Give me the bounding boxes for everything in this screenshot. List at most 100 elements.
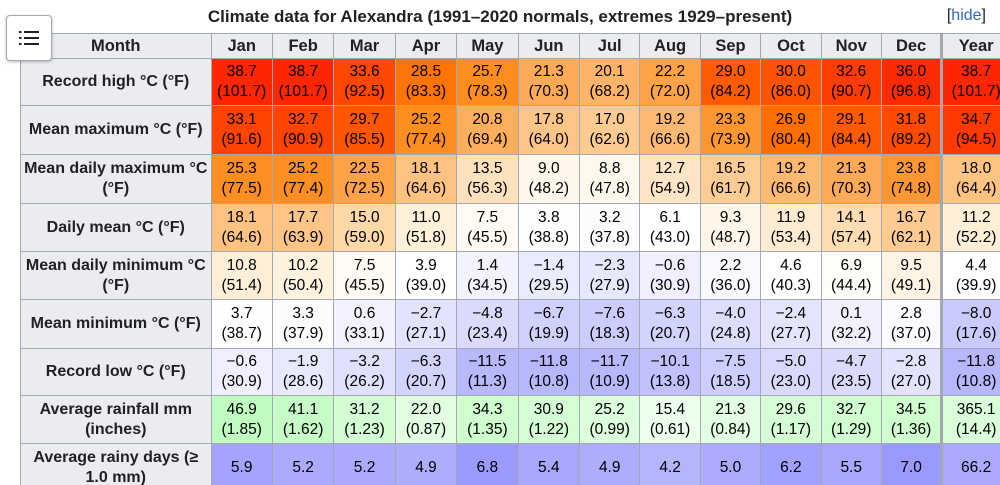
col-header-jun: Jun (517, 33, 581, 59)
table-cell: 18.0 (64.4) (940, 154, 1000, 204)
hide-link[interactable]: hide (951, 7, 982, 24)
toc-menu-button[interactable] (6, 15, 52, 61)
table-cell: 3.8 (38.8) (517, 203, 581, 252)
cell-secondary-value: (92.5) (344, 83, 385, 100)
cell-primary-value: 29.0 (715, 63, 746, 80)
cell-secondary-value: (90.9) (282, 131, 324, 148)
cell-primary-value: 365.1 (956, 400, 996, 418)
table-cell: 31.8 (89.2) (880, 105, 943, 155)
table-cell: 10.2 (50.4) (271, 251, 335, 300)
cell-secondary-value: (70.3) (528, 83, 570, 100)
table-cell: −1.4 (29.5) (517, 251, 581, 300)
cell-secondary-value: (1.23) (344, 420, 385, 438)
table-cell: 66.2 (940, 443, 1000, 485)
table-row: Mean daily maximum °C (°F) 25.3 (77.5) 25.2… (20, 154, 1000, 204)
table-cell: 17.7 (63.9) (271, 203, 335, 252)
table-cell: −6.3 (20.7) (394, 348, 458, 396)
row-label: Mean daily minimum °C (°F) (20, 251, 212, 300)
cell-secondary-value: (53.4) (770, 228, 812, 246)
table-cell: 0.1 (32.2) (820, 299, 882, 349)
hide-toggle[interactable]: [hide] (946, 7, 986, 24)
table-cell: 20.8 (69.4) (456, 105, 519, 155)
cell-primary-value: −6.3 (654, 305, 686, 322)
cell-primary-value: 25.7 (472, 63, 503, 80)
cell-secondary-value: (13.8) (649, 373, 691, 390)
cell-primary-value: 34.5 (896, 400, 927, 418)
cell-secondary-value: (66.6) (770, 180, 812, 197)
cell-primary-value: 14.1 (836, 208, 867, 226)
cell-secondary-value: (17.6) (955, 325, 997, 342)
table-cell: 28.5 (83.3) (394, 58, 458, 106)
cell-secondary-value: (1.36) (890, 420, 932, 438)
cell-secondary-value: (51.4) (221, 276, 262, 294)
cell-secondary-value: (72.0) (649, 83, 691, 100)
cell-primary-value: 10.8 (226, 256, 257, 274)
cell-secondary-value: (10.9) (589, 373, 630, 390)
cell-primary-value: −8.0 (960, 305, 992, 322)
row-label: Mean maximum °C (°F) (20, 105, 212, 155)
cell-secondary-value: (80.4) (770, 131, 812, 148)
col-header-mar: Mar (333, 33, 396, 59)
cell-primary-value: −10.1 (650, 353, 690, 370)
cell-secondary-value: (18.3) (589, 325, 630, 342)
table-cell: 41.1 (1.62) (271, 395, 335, 444)
cell-primary-value: 10.2 (288, 256, 319, 274)
table-cell: −11.7 (10.9) (579, 348, 641, 396)
table-row: Mean maximum °C (°F) 33.1 (91.6) 32.7 (90.9)… (20, 105, 1000, 155)
cell-secondary-value: (54.9) (649, 180, 691, 197)
table-cell: 11.2 (52.2) (940, 203, 1000, 252)
cell-secondary-value: (83.3) (405, 83, 447, 100)
cell-primary-value: 25.2 (410, 111, 442, 128)
cell-secondary-value: (11.3) (467, 373, 508, 390)
cell-secondary-value: (96.8) (890, 83, 932, 100)
table-cell: 8.8 (47.8) (579, 154, 641, 204)
cell-primary-value: 26.9 (775, 111, 806, 128)
table-cell: 14.1 (57.4) (820, 203, 882, 252)
cell-primary-value: 31.8 (896, 111, 927, 128)
cell-primary-value: 11.2 (961, 208, 991, 226)
table-cell: 17.8 (64.0) (517, 105, 581, 155)
table-cell: 30.9 (1.22) (517, 395, 581, 444)
cell-secondary-value: (85.5) (344, 131, 385, 148)
table-cell: 5.2 (333, 443, 396, 485)
table-cell: 4.9 (394, 443, 458, 485)
table-cell: −0.6 (30.9) (639, 251, 701, 300)
cell-secondary-value: (27.7) (770, 325, 812, 342)
cell-secondary-value: (0.61) (649, 420, 691, 438)
cell-primary-value: 3.7 (230, 305, 253, 322)
table-cell: −2.7 (27.1) (394, 299, 458, 349)
cell-primary-value: 4.6 (780, 256, 802, 274)
cell-secondary-value: (89.2) (890, 131, 932, 148)
table-cell: 7.5 (45.5) (333, 251, 396, 300)
cell-secondary-value: (29.5) (528, 276, 570, 294)
table-cell: −5.0 (23.0) (760, 348, 822, 396)
table-row: Record low °C (°F) −0.6 (30.9) −1.9 (28.6) −3… (20, 348, 1000, 396)
table-cell: −8.0 (17.6) (940, 299, 1000, 349)
cell-primary-value: 4.4 (965, 256, 987, 274)
cell-secondary-value: (101.7) (951, 83, 1000, 100)
col-header-apr: Apr (394, 33, 458, 59)
cell-secondary-value: (28.6) (282, 373, 324, 390)
cell-primary-value: −11.8 (957, 353, 996, 370)
cell-secondary-value: (68.2) (589, 83, 630, 100)
cell-secondary-value: (45.5) (344, 276, 385, 294)
cell-secondary-value: (20.7) (405, 373, 447, 390)
table-cell: 13.5 (56.3) (456, 154, 519, 204)
cell-primary-value: 25.3 (226, 160, 257, 177)
cell-secondary-value: (43.0) (649, 228, 691, 246)
col-header-feb: Feb (271, 33, 335, 59)
cell-primary-value: 15.0 (349, 208, 380, 226)
cell-primary-value: 18.0 (961, 160, 992, 177)
cell-primary-value: −2.3 (594, 256, 626, 274)
cell-secondary-value: (62.6) (589, 131, 630, 148)
cell-secondary-value: (1.17) (770, 420, 812, 438)
table-row: Record high °C (°F) 38.7 (101.7) 38.7 (101.7… (20, 58, 1000, 106)
cell-primary-value: −2.4 (775, 305, 807, 322)
cell-secondary-value: (86.0) (770, 83, 812, 100)
cell-primary-value: 32.6 (836, 63, 867, 80)
cell-secondary-value: (40.3) (770, 276, 812, 294)
table-cell: 25.7 (78.3) (456, 58, 519, 106)
cell-secondary-value: (34.5) (467, 276, 508, 294)
table-cell: 22.0 (0.87) (394, 395, 458, 444)
table-row: Mean minimum °C (°F) 3.7 (38.7) 3.3 (37.9) 0.… (20, 299, 1000, 349)
